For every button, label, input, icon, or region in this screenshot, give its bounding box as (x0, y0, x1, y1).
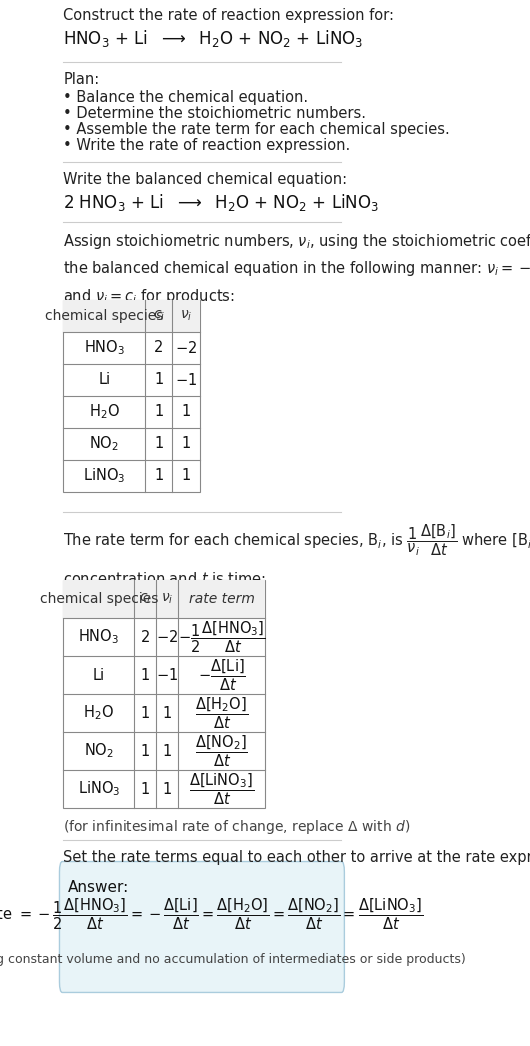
Text: $\nu_i$: $\nu_i$ (161, 592, 173, 607)
Text: $-\dfrac{\Delta[\mathrm{Li}]}{\Delta t}$: $-\dfrac{\Delta[\mathrm{Li}]}{\Delta t}$ (198, 657, 245, 692)
Text: Answer:: Answer: (68, 880, 129, 895)
Text: 1: 1 (162, 781, 172, 796)
Text: 1: 1 (181, 436, 191, 452)
Bar (64, 300, 200, 492)
Text: 1: 1 (140, 667, 150, 682)
Text: Assign stoichiometric numbers, $\nu_i$, using the stoichiometric coefficients, $: Assign stoichiometric numbers, $\nu_i$, … (64, 232, 530, 305)
Text: • Determine the stoichiometric numbers.: • Determine the stoichiometric numbers. (64, 106, 366, 121)
Text: 1: 1 (181, 469, 191, 483)
Text: $-\dfrac{1}{2}\dfrac{\Delta[\mathrm{HNO_3}]}{\Delta t}$: $-\dfrac{1}{2}\dfrac{\Delta[\mathrm{HNO_… (178, 619, 265, 655)
Text: 1: 1 (140, 705, 150, 721)
Text: 1: 1 (154, 405, 163, 419)
Text: (for infinitesimal rate of change, replace $\Delta$ with $d$): (for infinitesimal rate of change, repla… (64, 818, 411, 836)
Text: chemical species: chemical species (40, 592, 158, 606)
Text: 1: 1 (140, 781, 150, 796)
Text: H$_2$O: H$_2$O (83, 704, 114, 723)
Text: rate $= -\dfrac{1}{2}\dfrac{\Delta[\mathrm{HNO_3}]}{\Delta t} = -\dfrac{\Delta[\: rate $= -\dfrac{1}{2}\dfrac{\Delta[\math… (0, 896, 423, 932)
Text: Plan:: Plan: (64, 72, 100, 87)
Text: $\dfrac{\Delta[\mathrm{NO_2}]}{\Delta t}$: $\dfrac{\Delta[\mathrm{NO_2}]}{\Delta t}… (195, 733, 248, 769)
Text: The rate term for each chemical species, B$_i$, is $\dfrac{1}{\nu_i}\dfrac{\Delt: The rate term for each chemical species,… (64, 522, 530, 587)
Text: 2: 2 (154, 341, 164, 356)
Text: HNO$_3$: HNO$_3$ (78, 628, 119, 646)
Text: • Assemble the rate term for each chemical species.: • Assemble the rate term for each chemic… (64, 122, 450, 137)
Text: 2 HNO$_3$ + Li  $\longrightarrow$  H$_2$O + NO$_2$ + LiNO$_3$: 2 HNO$_3$ + Li $\longrightarrow$ H$_2$O … (64, 192, 379, 213)
Text: HNO$_3$: HNO$_3$ (84, 339, 125, 358)
Text: 1: 1 (140, 744, 150, 758)
Text: Li: Li (93, 667, 105, 682)
Text: $-2$: $-2$ (156, 629, 178, 645)
Text: $\dfrac{\Delta[\mathrm{H_2O}]}{\Delta t}$: $\dfrac{\Delta[\mathrm{H_2O}]}{\Delta t}… (195, 696, 248, 731)
Text: 1: 1 (154, 469, 163, 483)
Text: • Write the rate of reaction expression.: • Write the rate of reaction expression. (64, 138, 351, 153)
Bar (64, 300, 200, 332)
Text: • Balance the chemical equation.: • Balance the chemical equation. (64, 90, 308, 105)
Bar (64, 579, 265, 618)
Text: 1: 1 (181, 405, 191, 419)
Text: H$_2$O: H$_2$O (89, 403, 120, 422)
Text: 2: 2 (140, 630, 150, 644)
Text: rate term: rate term (189, 592, 254, 606)
Text: chemical species: chemical species (45, 309, 164, 323)
Text: 1: 1 (162, 705, 172, 721)
Text: HNO$_3$ + Li  $\longrightarrow$  H$_2$O + NO$_2$ + LiNO$_3$: HNO$_3$ + Li $\longrightarrow$ H$_2$O + … (64, 28, 364, 49)
Text: Set the rate terms equal to each other to arrive at the rate expression:: Set the rate terms equal to each other t… (64, 850, 530, 865)
Text: 1: 1 (154, 372, 163, 387)
Text: LiNO$_3$: LiNO$_3$ (83, 467, 126, 485)
Text: NO$_2$: NO$_2$ (90, 435, 119, 453)
Text: $\nu_i$: $\nu_i$ (180, 309, 192, 323)
Text: $c_i$: $c_i$ (139, 592, 152, 607)
Text: 1: 1 (154, 436, 163, 452)
Text: $-1$: $-1$ (156, 667, 178, 683)
Text: $c_i$: $c_i$ (153, 309, 165, 323)
Text: Li: Li (98, 372, 110, 387)
Text: 1: 1 (162, 744, 172, 758)
FancyBboxPatch shape (59, 862, 345, 993)
Text: Construct the rate of reaction expression for:: Construct the rate of reaction expressio… (64, 8, 394, 23)
Text: $\dfrac{\Delta[\mathrm{LiNO_3}]}{\Delta t}$: $\dfrac{\Delta[\mathrm{LiNO_3}]}{\Delta … (189, 771, 254, 806)
Text: LiNO$_3$: LiNO$_3$ (78, 779, 120, 798)
Text: $-2$: $-2$ (175, 340, 197, 356)
Text: NO$_2$: NO$_2$ (84, 742, 114, 760)
Bar (64, 579, 265, 808)
Text: $-1$: $-1$ (175, 372, 197, 388)
Text: (assuming constant volume and no accumulation of intermediates or side products): (assuming constant volume and no accumul… (0, 954, 466, 967)
Text: Write the balanced chemical equation:: Write the balanced chemical equation: (64, 172, 348, 187)
